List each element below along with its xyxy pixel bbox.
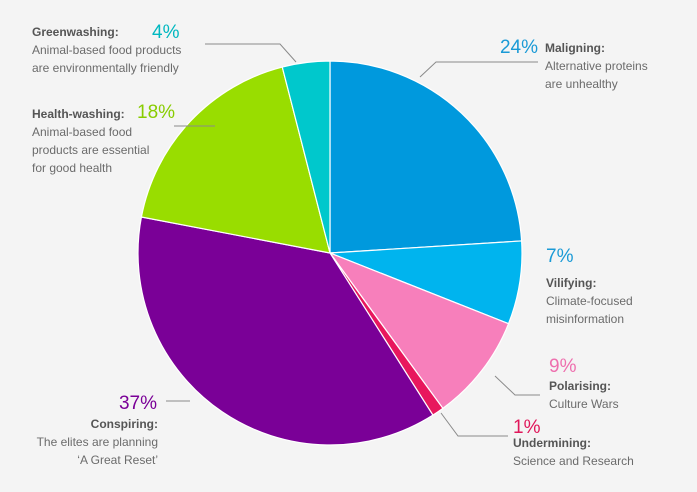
- pie-slices: [137, 60, 523, 446]
- category-label-vilifying: Vilifying:: [546, 276, 596, 290]
- category-label-conspiring: Conspiring:: [91, 417, 158, 431]
- pie-slice-greenwashing: [281, 60, 331, 254]
- description-label-maligning: are unhealthy: [545, 77, 618, 91]
- category-label-health-washing: Health-washing:: [32, 107, 125, 121]
- pie-slice-polarising: [328, 251, 510, 410]
- leader-line-polarising: [494, 375, 540, 396]
- description-label-conspiring: ‘A Great Reset’: [77, 453, 158, 467]
- description-label-greenwashing: Animal-based food products: [32, 43, 181, 57]
- leader-line-greenwashing: [205, 43, 297, 63]
- data-label-maligning: 24%: [500, 37, 538, 58]
- category-label-greenwashing: Greenwashing:: [32, 25, 119, 39]
- description-label-vilifying: misinformation: [546, 312, 624, 326]
- description-label-undermining: Science and Research: [513, 454, 634, 468]
- data-label-polarising: 9%: [549, 356, 577, 377]
- leader-line-maligning: [419, 61, 538, 78]
- data-label-conspiring: 37%: [119, 393, 157, 414]
- data-label-greenwashing: 4%: [152, 22, 180, 43]
- pie-slice-maligning: [329, 60, 523, 254]
- data-label-undermining: 1%: [513, 417, 541, 438]
- category-label-polarising: Polarising:: [549, 379, 611, 393]
- pie-slice-health-washing: [140, 66, 331, 254]
- data-label-vilifying: 7%: [546, 246, 574, 267]
- pie-slice-conspiring: [137, 216, 434, 446]
- description-label-greenwashing: are environmentally friendly: [32, 61, 179, 75]
- description-label-health-washing: for good health: [32, 161, 112, 175]
- data-label-health-washing: 18%: [137, 102, 175, 123]
- description-label-vilifying: Climate-focused: [546, 294, 633, 308]
- leader-lines: [166, 43, 540, 437]
- description-label-polarising: Culture Wars: [549, 397, 619, 411]
- description-label-health-washing: products are essential: [32, 143, 149, 157]
- slice-labels: 24% Maligning: Alternative proteins are unh…: [32, 22, 648, 468]
- category-label-maligning: Maligning:: [545, 41, 605, 55]
- description-label-maligning: Alternative proteins: [545, 59, 648, 73]
- description-label-conspiring: The elites are planning: [37, 435, 158, 449]
- category-label-undermining: Undermining:: [513, 436, 591, 450]
- leader-line-undermining: [440, 412, 508, 437]
- description-label-health-washing: Animal-based food: [32, 125, 132, 139]
